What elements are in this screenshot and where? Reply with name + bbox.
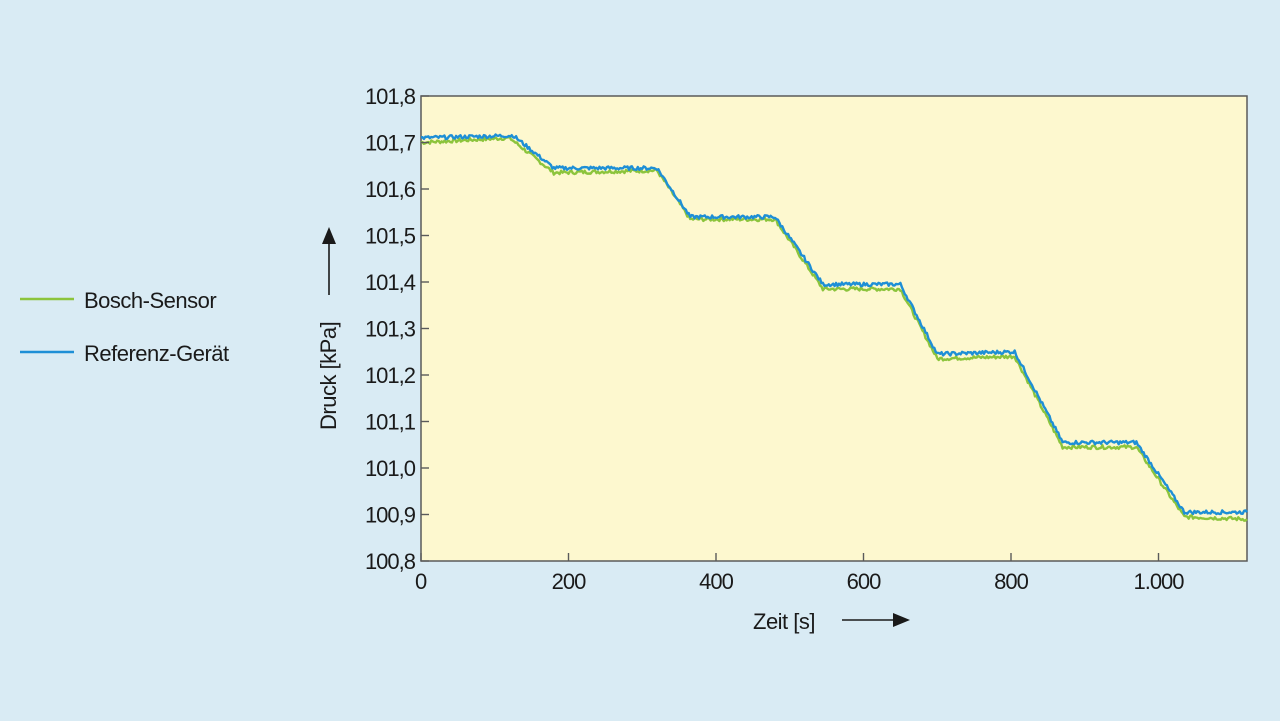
y-tick-label: 101,0: [365, 456, 416, 481]
y-tick-label: 101,8: [365, 84, 416, 109]
x-tick-label: 400: [699, 569, 733, 594]
y-tick-label: 100,9: [365, 503, 416, 528]
x-tick-label: 800: [994, 569, 1028, 594]
x-tick-label: 600: [847, 569, 881, 594]
legend-item-referenz-geraet: Referenz-Gerät: [20, 341, 230, 366]
series-line-referenz-geraet: [420, 133, 1248, 516]
x-axis-label: Zeit [s]: [753, 609, 815, 634]
series-layer: [420, 133, 1248, 522]
axis-layer: 0 200 400 600 800 1.000 100,8 100,9 101,0 101,1 10…: [365, 84, 1185, 594]
y-axis-arrow: [322, 227, 336, 295]
y-tick-label: 100,8: [365, 549, 416, 574]
legend-label-bosch-sensor: Bosch-Sensor: [84, 288, 216, 313]
y-tick-label: 101,3: [365, 317, 416, 342]
x-tick-label: 0: [415, 569, 427, 594]
y-tick-label: 101,5: [365, 224, 416, 249]
x-tick-label: 1.000: [1133, 569, 1184, 594]
x-axis-arrow: [842, 613, 910, 627]
y-axis-label: Druck [kPa]: [316, 322, 341, 430]
y-tick-label: 101,1: [365, 410, 416, 435]
legend-label-referenz-geraet: Referenz-Gerät: [84, 341, 229, 366]
y-tick-label: 101,7: [365, 131, 416, 156]
x-tick-label: 200: [552, 569, 586, 594]
y-tick-label: 101,2: [365, 363, 416, 388]
legend-item-bosch-sensor: Bosch-Sensor: [20, 288, 217, 313]
y-tick-label: 101,6: [365, 177, 416, 202]
legend: Bosch-Sensor Referenz-Gerät: [20, 288, 230, 366]
y-tick-label: 101,4: [365, 270, 416, 295]
series-line-bosch-sensor: [420, 134, 1248, 522]
